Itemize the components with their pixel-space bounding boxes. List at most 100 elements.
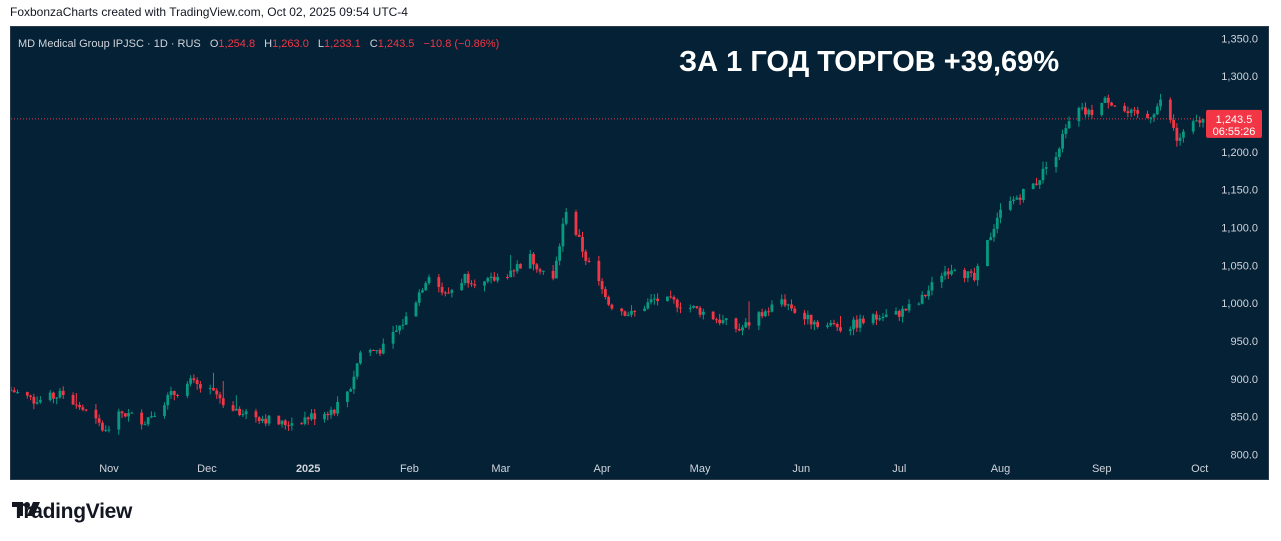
candle-body	[871, 314, 875, 324]
candle-body	[391, 331, 395, 344]
candle-body	[597, 260, 601, 282]
x-tick-label: 2025	[296, 463, 320, 475]
candle-body	[587, 260, 591, 262]
candle-body	[972, 272, 976, 281]
candle-body	[398, 325, 402, 331]
legend-low-value: 1,233.1	[324, 38, 361, 50]
candle-body	[280, 420, 284, 425]
candle-body	[1100, 102, 1104, 116]
candle-body	[306, 417, 310, 420]
candle-body	[512, 270, 516, 272]
candle-body	[473, 284, 477, 286]
tradingview-logo[interactable]: TradingView	[12, 500, 132, 524]
candle-body	[241, 414, 245, 416]
candle-body	[78, 405, 81, 408]
candle-body	[231, 405, 235, 411]
legend-high-value: 1,263.0	[272, 38, 309, 50]
candle-body	[519, 264, 522, 269]
candle-body	[930, 282, 934, 291]
candle-body	[74, 404, 78, 406]
candle-body	[643, 308, 646, 311]
candle-body	[1080, 107, 1084, 109]
candle-body	[561, 223, 565, 247]
y-tick-label: 1,150.0	[1221, 185, 1258, 197]
candle-body	[744, 322, 748, 328]
candle-body	[901, 308, 904, 317]
candle-body	[1018, 197, 1022, 200]
candle-body	[218, 394, 222, 399]
candle-body	[378, 350, 382, 354]
candle-body	[25, 392, 29, 396]
x-tick-label: Jun	[792, 463, 810, 475]
candle-body	[541, 270, 545, 272]
candle-body	[581, 236, 584, 252]
candle-body	[1198, 120, 1202, 123]
legend-close-value: 1,243.5	[378, 38, 415, 50]
candle-body	[786, 304, 790, 306]
candle-body	[310, 413, 313, 420]
candle-body	[1168, 99, 1172, 120]
candle-body	[1129, 109, 1133, 114]
candle-body	[1146, 113, 1149, 119]
candle-body	[1172, 119, 1176, 128]
candle-body	[254, 411, 258, 418]
candle-body	[1110, 102, 1113, 106]
candle-body	[466, 273, 470, 284]
candle-body	[646, 302, 650, 309]
candle-body	[345, 391, 349, 402]
candle-body	[94, 409, 98, 419]
candle-body	[192, 378, 196, 381]
y-tick-label: 1,000.0	[1221, 298, 1258, 310]
candle-body	[447, 292, 451, 294]
candle-body	[551, 270, 555, 279]
x-tick-label: Feb	[400, 463, 419, 475]
bar-countdown: 06:55:26	[1213, 126, 1256, 138]
candle-body	[747, 322, 751, 326]
candlestick-chart[interactable]: 1,350.01,300.01,250.01,200.01,150.01,100…	[11, 27, 1270, 481]
candle-body	[143, 424, 147, 426]
candle-body	[470, 283, 473, 285]
candle-body	[264, 418, 268, 424]
candle-body	[924, 294, 927, 297]
candle-body	[153, 416, 157, 418]
x-tick-label: Apr	[594, 463, 611, 475]
candle-body	[212, 387, 215, 391]
candle-body	[163, 405, 166, 417]
candle-body	[528, 253, 532, 269]
candle-body	[790, 304, 793, 309]
candle-body	[763, 311, 767, 317]
candle-body	[675, 299, 679, 308]
candle-body	[195, 380, 199, 384]
candle-body	[826, 325, 829, 327]
candle-body	[976, 266, 980, 281]
candle-body	[861, 318, 865, 324]
candle-body	[1077, 108, 1081, 122]
candle-body	[234, 408, 238, 411]
candle-body	[1008, 200, 1012, 210]
candle-body	[724, 318, 728, 321]
candle-body	[326, 413, 330, 416]
candle-body	[48, 392, 52, 401]
candle-body	[313, 413, 317, 420]
legend-open-label: O	[210, 38, 219, 50]
candle-body	[414, 302, 418, 317]
candle-body	[349, 389, 353, 392]
candle-body	[1195, 120, 1198, 122]
last-price-tag: 1,243.5 06:55:26	[1206, 109, 1262, 138]
candle-body	[1021, 189, 1025, 200]
legend-close-label: C	[370, 38, 378, 50]
x-tick-label: Nov	[99, 463, 119, 475]
y-tick-label: 1,350.0	[1221, 33, 1258, 45]
y-tick-label: 800.0	[1230, 450, 1258, 462]
candle-body	[352, 376, 356, 390]
candle-body	[917, 303, 921, 305]
candle-body	[1191, 121, 1195, 132]
candle-body	[215, 390, 219, 395]
candle-body	[1035, 183, 1038, 185]
candle-body	[421, 290, 424, 293]
candle-body	[848, 329, 852, 331]
candle-body	[29, 395, 32, 397]
candle-body	[943, 271, 947, 276]
chart-pane[interactable]: 1,350.01,300.01,250.01,200.01,150.01,100…	[10, 26, 1269, 480]
y-tick-label: 850.0	[1230, 412, 1258, 424]
